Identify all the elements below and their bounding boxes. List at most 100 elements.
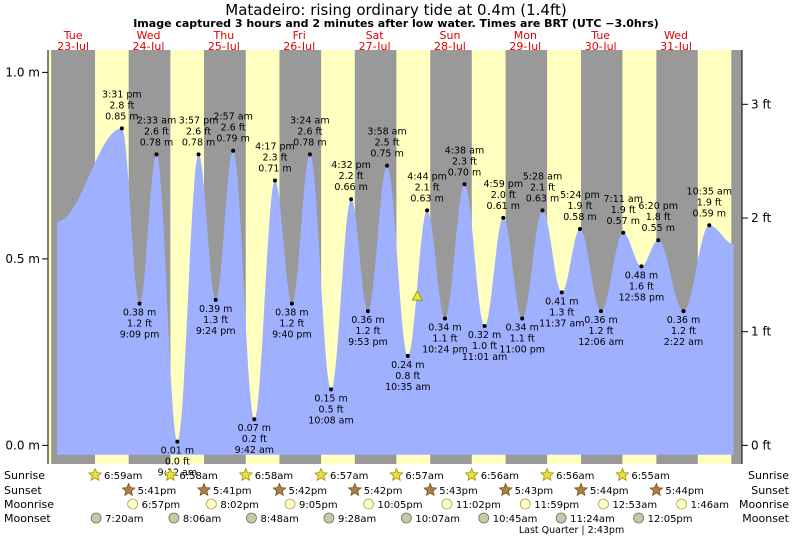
low-tide-label: 1.2 ft bbox=[127, 319, 152, 330]
low-tide-point bbox=[329, 387, 334, 392]
high-tide-label: 0.63 m bbox=[526, 193, 559, 204]
low-tide-label: 1.1 ft bbox=[432, 334, 457, 345]
chart-title: Matadeiro: rising ordinary tide at 0.4m … bbox=[225, 1, 566, 19]
high-tide-label: 2.2 ft bbox=[339, 171, 364, 182]
low-tide-label: 10:35 am bbox=[385, 382, 430, 393]
low-tide-point bbox=[175, 439, 180, 444]
low-tide-label: 0.2 ft bbox=[242, 434, 267, 445]
low-tide-label: 9:40 pm bbox=[272, 330, 312, 341]
high-tide-point bbox=[272, 178, 277, 183]
low-tide-label: 0.8 ft bbox=[395, 371, 420, 382]
low-tide-label: 9:42 am bbox=[235, 445, 274, 456]
tide-extremes: 3:31 pm2.8 ft0.85 m0.38 m1.2 ft9:09 pm2:… bbox=[102, 89, 732, 478]
moonset-icon bbox=[168, 512, 180, 524]
low-tide-label: 12:06 am bbox=[578, 337, 623, 348]
high-tide-label: 2.5 ft bbox=[375, 138, 400, 149]
sunrise-icon bbox=[615, 467, 630, 482]
sunrise-icon bbox=[389, 467, 404, 482]
moonrise-time: 1:46am bbox=[691, 500, 729, 511]
low-tide-label: 9:09 pm bbox=[120, 330, 160, 341]
high-tide-point bbox=[385, 163, 390, 168]
day-name-label: Tue bbox=[63, 29, 83, 42]
right-axis-tick-label: 1 ft bbox=[751, 325, 771, 339]
moonrise-time: 8:02pm bbox=[220, 500, 259, 511]
high-tide-label: 2:57 am bbox=[213, 112, 252, 123]
sunset-time: 5:43pm bbox=[439, 486, 478, 497]
high-tide-label: 5:24 pm bbox=[560, 190, 600, 201]
high-tide-label: 10:35 am bbox=[687, 186, 732, 197]
high-tide-point bbox=[307, 152, 312, 157]
high-tide-label: 3:24 am bbox=[290, 115, 329, 126]
night-band bbox=[731, 50, 742, 464]
sunset-icon bbox=[347, 482, 362, 497]
sunrise-time: 6:58am bbox=[255, 471, 293, 482]
high-tide-point bbox=[621, 230, 626, 235]
low-tide-point bbox=[681, 309, 686, 314]
tide-series bbox=[57, 128, 734, 455]
low-tide-point bbox=[213, 297, 218, 302]
moonrise-icon bbox=[284, 498, 296, 510]
sunrise-icon bbox=[313, 467, 329, 482]
moonrise-time: 11:59pm bbox=[534, 500, 579, 511]
high-tide-label: 0.85 m bbox=[105, 111, 138, 122]
low-tide-point bbox=[520, 316, 525, 321]
moonset-icon bbox=[246, 512, 257, 524]
high-tide-point bbox=[577, 227, 582, 232]
sunset-icon bbox=[121, 482, 136, 497]
low-tide-label: 9:24 pm bbox=[196, 326, 236, 337]
high-tide-point bbox=[196, 152, 201, 157]
low-tide-label: 0.15 m bbox=[314, 393, 347, 404]
moonrise-time: 9:05pm bbox=[299, 500, 338, 511]
day-name-label: Wed bbox=[136, 29, 160, 42]
sunset-icon bbox=[196, 482, 212, 497]
low-tide-point bbox=[599, 309, 604, 314]
low-tide-label: 12:58 pm bbox=[619, 292, 665, 303]
moonset-icon bbox=[323, 512, 335, 524]
moonrise-icon bbox=[598, 498, 609, 510]
moonset-row-label-right: Moonset bbox=[742, 512, 789, 525]
low-tide-label: 0.0 ft bbox=[165, 457, 190, 468]
day-date-label: 27-Jul bbox=[359, 40, 391, 53]
current-level-marker bbox=[411, 290, 423, 301]
high-tide-label: 3:31 pm bbox=[102, 89, 142, 100]
high-tide-label: 2.6 ft bbox=[144, 126, 169, 137]
day-name-label: Fri bbox=[293, 29, 306, 42]
moonset-time: 9:28am bbox=[338, 514, 376, 525]
day-date-label: 30-Jul bbox=[585, 40, 617, 53]
low-tide-point bbox=[639, 264, 644, 269]
sunrise-time: 6:59am bbox=[104, 471, 142, 482]
low-tide-point bbox=[405, 353, 410, 358]
low-tide-label: 11:37 am bbox=[539, 318, 584, 329]
moonset-icon bbox=[478, 512, 490, 524]
high-tide-label: 4:32 pm bbox=[331, 160, 371, 171]
low-tide-label: 1.2 ft bbox=[671, 326, 696, 337]
high-tide-label: 4:44 pm bbox=[407, 171, 447, 182]
low-tide-label: 1.2 ft bbox=[279, 319, 304, 330]
sunset-row-label-left: Sunset bbox=[4, 484, 42, 497]
high-tide-point bbox=[656, 238, 661, 243]
sunrise-icon bbox=[163, 467, 178, 482]
high-tide-label: 4:59 pm bbox=[483, 179, 523, 190]
low-tide-label: 1.0 ft bbox=[472, 341, 497, 352]
right-axis-tick-label: 3 ft bbox=[751, 97, 771, 111]
high-tide-label: 0.61 m bbox=[487, 201, 520, 212]
sunrise-icon bbox=[464, 467, 479, 482]
moonset-time: 11:24am bbox=[570, 514, 615, 525]
left-axis-tick-label: 0.0 m bbox=[5, 438, 40, 452]
low-tide-label: 1.3 ft bbox=[549, 307, 574, 318]
high-tide-label: 0.70 m bbox=[448, 167, 481, 178]
low-tide-label: 0.41 m bbox=[545, 296, 578, 307]
low-tide-label: 0.36 m bbox=[667, 315, 700, 326]
high-tide-label: 0.78 m bbox=[293, 137, 326, 148]
day-name-label: Wed bbox=[664, 29, 688, 42]
low-tide-label: 0.48 m bbox=[625, 270, 658, 281]
moonrise-icon bbox=[363, 498, 374, 510]
high-tide-label: 0.57 m bbox=[607, 216, 640, 227]
tide-area bbox=[57, 128, 734, 455]
sunrise-time: 6:57am bbox=[330, 471, 368, 482]
low-tide-label: 0.36 m bbox=[584, 315, 617, 326]
day-date-label: 25-Jul bbox=[208, 40, 240, 53]
axes: 0.0 m 0.5 m 1.0 m 0 ft 1 ft 2 ft 3 ft bbox=[5, 50, 771, 464]
low-tide-label: 0.5 ft bbox=[319, 404, 344, 415]
moonrise-time: 6:57pm bbox=[142, 500, 181, 511]
